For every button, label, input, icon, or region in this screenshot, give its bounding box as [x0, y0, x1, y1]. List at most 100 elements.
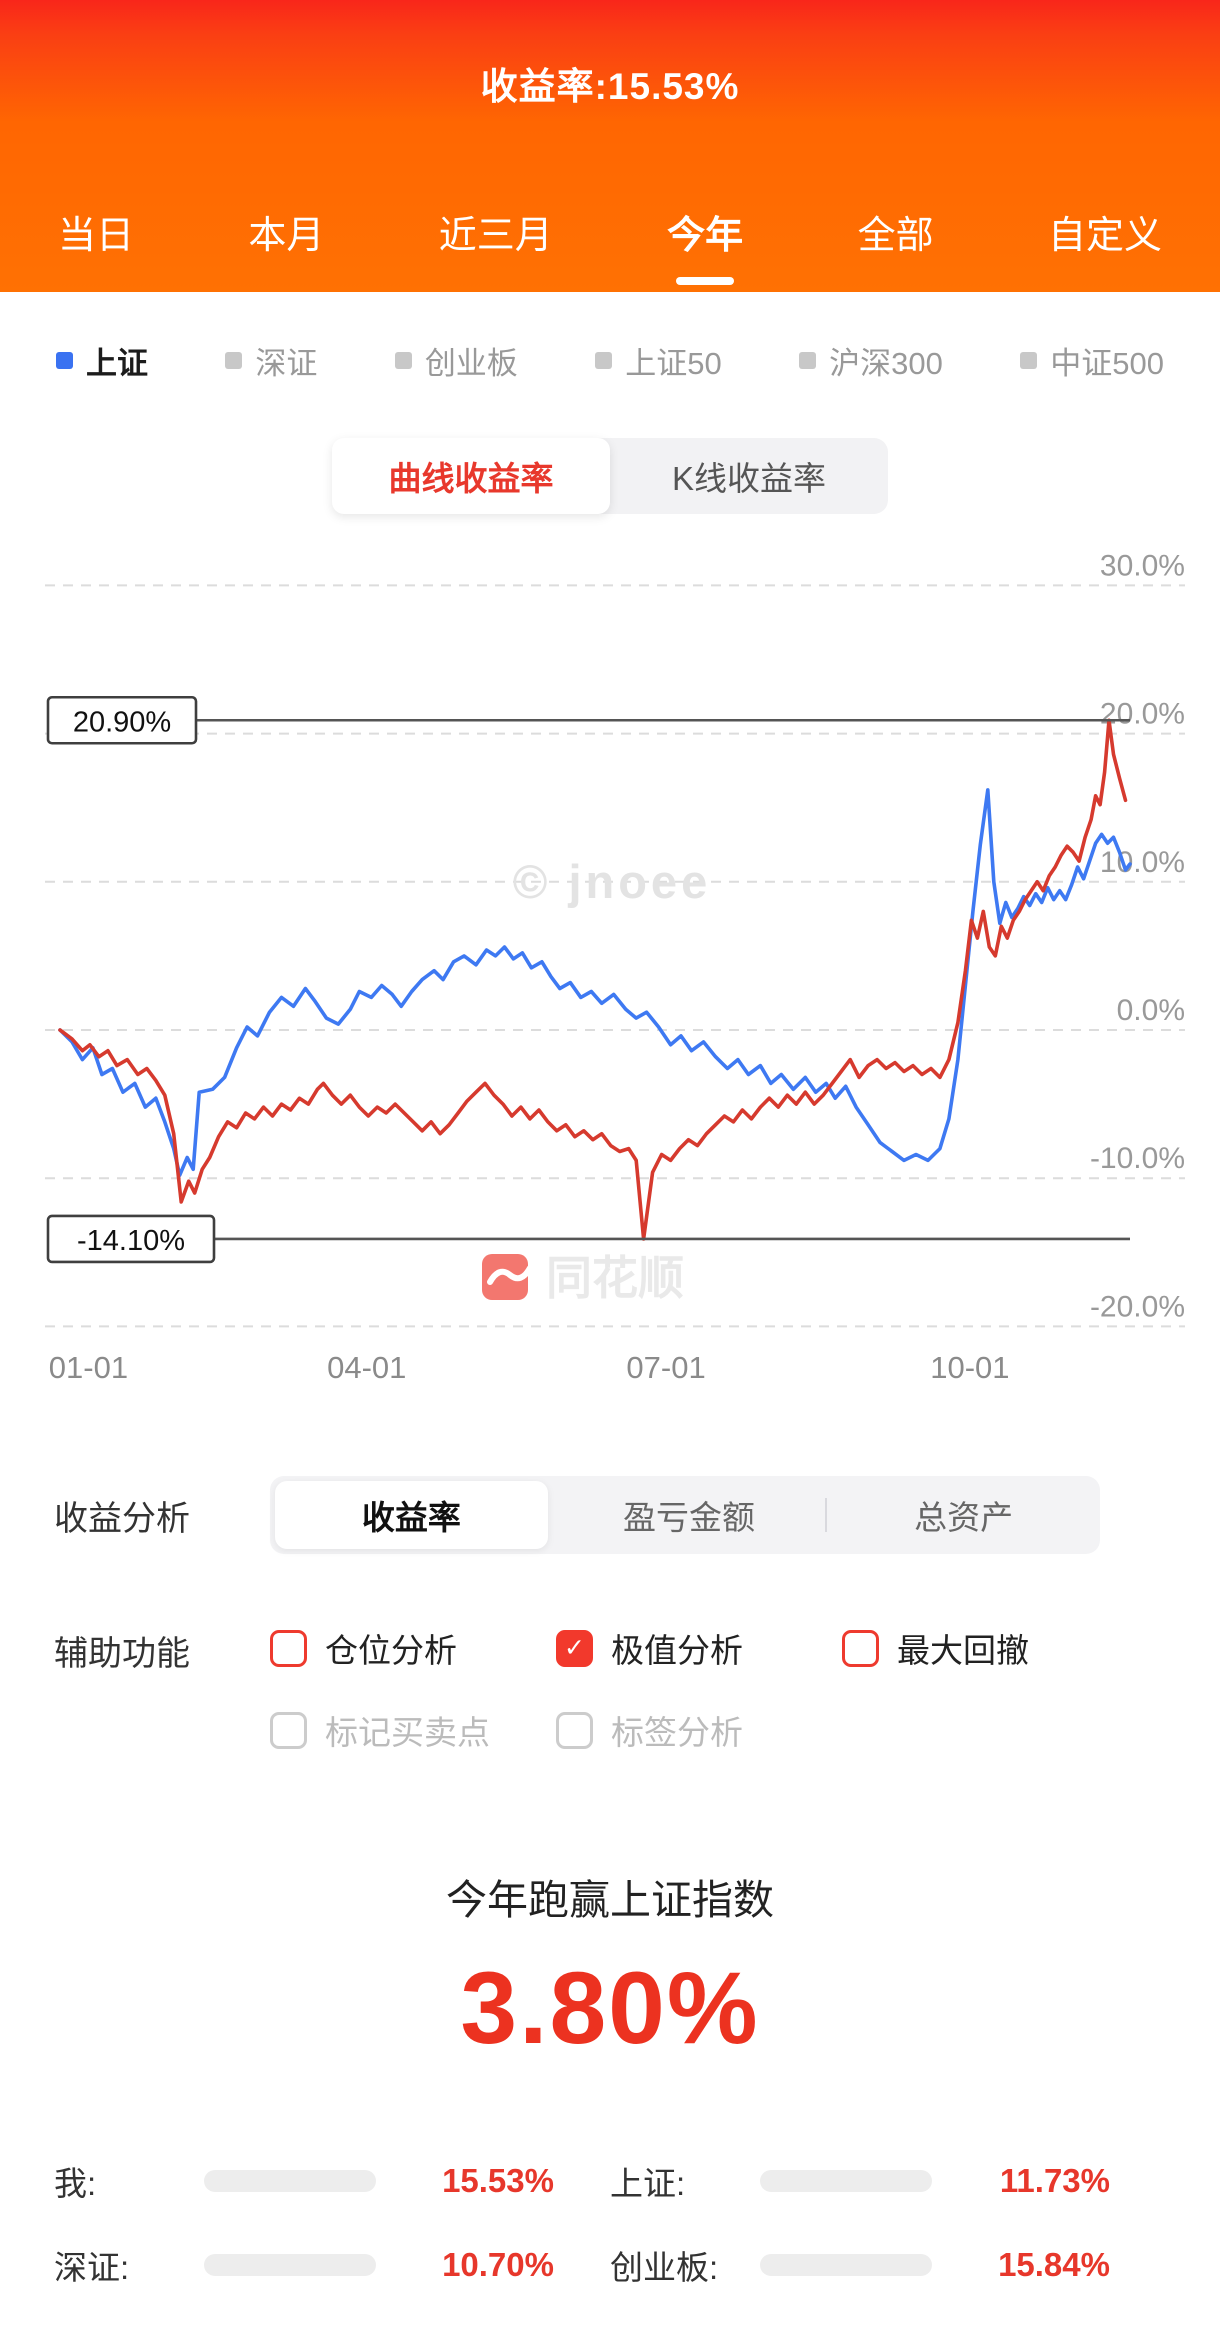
- checkbox-label: 极值分析: [611, 1632, 743, 1669]
- x-tick-label: 04-01: [327, 1350, 406, 1385]
- series-line-上证指数: [58, 788, 1132, 1178]
- chart-type-toggle: 曲线收益率 K线收益率: [332, 438, 888, 514]
- min-annotation-label: -14.10%: [77, 1225, 185, 1257]
- legend-label: 上证50: [625, 345, 722, 381]
- stat-bar-track: [204, 2254, 376, 2276]
- tab-all[interactable]: 全部: [857, 215, 934, 257]
- stats-grid: 我: 15.53% 上证: 11.73% 深证: 10.70% 创业板: 15.…: [0, 2157, 1220, 2289]
- checkbox-label: 标签分析: [611, 1714, 743, 1751]
- toggle-kline-returns[interactable]: K线收益率: [671, 460, 826, 497]
- legend-label: 深证: [255, 345, 318, 381]
- legend-label: 中证500: [1050, 345, 1164, 381]
- y-tick-label: -20.0%: [1090, 1290, 1185, 1323]
- checkbox-disabled-icon: ✓: [556, 1711, 593, 1749]
- series-line-我的收益率: [58, 718, 1128, 1241]
- seg-return-rate[interactable]: 收益率: [275, 1481, 548, 1549]
- tab-this-year[interactable]: 今年: [667, 204, 743, 289]
- legend-label: 上证: [86, 345, 148, 381]
- checkbox-label: 仓位分析: [325, 1632, 457, 1669]
- checkbox-checked-icon: ✓: [556, 1629, 593, 1667]
- y-tick-label: 0.0%: [1117, 994, 1185, 1027]
- stat-shenzheng: 深证: 10.70%: [54, 2241, 610, 2289]
- seg-total-assets[interactable]: 总资产: [914, 1499, 1014, 1536]
- legend-swatch-gray: [1020, 351, 1038, 369]
- checkbox-position-analysis[interactable]: ✓ 仓位分析: [270, 1624, 556, 1672]
- legend-swatch-gray: [799, 351, 817, 369]
- legend-swatch-gray: [595, 351, 613, 369]
- seg-profit-loss-amount[interactable]: 盈亏金额: [623, 1499, 755, 1536]
- legend-label: 沪深300: [829, 345, 943, 381]
- stat-percent: 15.53%: [442, 2162, 554, 2199]
- outperform-value: 3.80%: [460, 1951, 760, 2065]
- checkbox-max-drawdown[interactable]: ✓ 最大回撤: [842, 1624, 1128, 1672]
- legend-item-shangzheng[interactable]: 上证: [56, 338, 148, 383]
- x-tick-label: 07-01: [626, 1350, 705, 1385]
- stat-chuangyeban: 创业板: 15.84%: [610, 2241, 1166, 2289]
- header: 收益率:15.53% 当日 本月 近三月 今年 全部 自定义: [0, 0, 1220, 292]
- analysis-seg-control: 收益率 盈亏金额 总资产: [270, 1476, 1100, 1554]
- legend-swatch-gray: [225, 351, 243, 369]
- max-annotation-label: 20.90%: [73, 706, 171, 738]
- stat-percent: 15.84%: [998, 2246, 1110, 2283]
- aux-section-label: 辅助功能: [54, 1635, 190, 1673]
- chart-type-toggle-wrap: 曲线收益率 K线收益率: [0, 438, 1220, 514]
- toggle-curve-returns[interactable]: 曲线收益率: [332, 438, 610, 514]
- legend-item-hushen300[interactable]: 沪深300: [799, 338, 943, 383]
- chart-area[interactable]: 30.0% 20.0% 10.0% 0.0% -10.0% -20.0% 01-01 04-0…: [0, 526, 1220, 1426]
- tab-today[interactable]: 当日: [58, 215, 135, 257]
- stat-bar-track: [760, 2170, 932, 2192]
- stat-bar-track: [204, 2170, 376, 2192]
- checkbox-icon: ✓: [270, 1629, 307, 1667]
- outperform-caption: 今年跑赢上证指数: [446, 1877, 774, 1923]
- tab-three-months[interactable]: 近三月: [438, 215, 553, 257]
- min-annotation-box: [46, 1214, 216, 1264]
- index-legend: 上证 深证 创业板 上证50 沪深300 中证500: [0, 338, 1220, 382]
- tab-this-month[interactable]: 本月: [248, 215, 325, 257]
- legend-item-chuangyeban[interactable]: 创业板: [394, 338, 518, 383]
- stat-me: 我: 15.53%: [54, 2157, 610, 2205]
- max-annotation-box: [46, 695, 198, 745]
- watermark-tonghuashun: 同花顺: [546, 1252, 684, 1304]
- y-tick-label: 20.0%: [1100, 698, 1185, 731]
- x-tick-label: 10-01: [930, 1350, 1009, 1385]
- legend-label: 创业板: [424, 345, 518, 381]
- checkbox-mark-buy-sell-points[interactable]: ✓ 标记买卖点: [270, 1706, 556, 1754]
- legend-swatch-blue: [56, 351, 73, 369]
- stat-bar-track: [760, 2254, 932, 2276]
- y-tick-label: 10.0%: [1100, 846, 1185, 879]
- seg-divider: [825, 1498, 828, 1532]
- aux-row-1: ✓ 仓位分析 ✓ 极值分析 ✓ 最大回撤: [270, 1624, 1128, 1672]
- stat-label: 我:: [54, 2165, 97, 2202]
- tonghuashun-logo-wave: [487, 1265, 533, 1285]
- stat-label: 创业板:: [610, 2249, 719, 2286]
- period-tabs: 当日 本月 近三月 今年 全部 自定义: [0, 204, 1220, 289]
- page-title: 收益率:15.53%: [480, 66, 740, 107]
- aux-row-2: ✓ 标记买卖点 ✓ 标签分析: [270, 1706, 1128, 1754]
- analysis-section-label: 收益分析: [54, 1499, 190, 1538]
- legend-swatch-gray: [394, 351, 412, 369]
- legend-item-shangzheng50[interactable]: 上证50: [595, 338, 722, 383]
- stat-shangzheng: 上证: 11.73%: [610, 2157, 1166, 2205]
- stat-percent: 11.73%: [999, 2162, 1110, 2199]
- stat-label: 深证:: [54, 2249, 130, 2286]
- tonghuashun-logo-icon: [482, 1254, 528, 1300]
- tab-custom[interactable]: 自定义: [1047, 215, 1162, 257]
- aux-section: 辅助功能 ✓ 仓位分析 ✓ 极值分析 ✓ 最大回撤 ✓ 标记买卖点 ✓ 标签分: [0, 1624, 1220, 1754]
- legend-item-shenzheng[interactable]: 深证: [225, 338, 317, 383]
- checkbox-disabled-icon: ✓: [270, 1711, 307, 1749]
- returns-line-chart[interactable]: 30.0% 20.0% 10.0% 0.0% -10.0% -20.0% 01-01 04-0…: [0, 526, 1220, 1426]
- aux-grid: ✓ 仓位分析 ✓ 极值分析 ✓ 最大回撤 ✓ 标记买卖点 ✓ 标签分析: [270, 1624, 1128, 1754]
- checkbox-label: 标记买卖点: [325, 1714, 490, 1751]
- stat-percent: 10.70%: [442, 2246, 554, 2283]
- x-tick-label: 01-01: [49, 1350, 128, 1385]
- checkbox-tag-analysis[interactable]: ✓ 标签分析: [556, 1706, 842, 1754]
- analysis-row: 收益分析 收益率 盈亏金额 总资产: [0, 1476, 1220, 1554]
- y-tick-label: 30.0%: [1100, 549, 1185, 582]
- checkbox-label: 最大回撤: [897, 1632, 1029, 1669]
- watermark-jnoee: © jnoee: [513, 855, 711, 908]
- checkbox-extreme-value-analysis[interactable]: ✓ 极值分析: [556, 1624, 842, 1672]
- checkbox-icon: ✓: [842, 1629, 879, 1667]
- legend-item-zhongzheng500[interactable]: 中证500: [1020, 338, 1164, 383]
- y-tick-label: -10.0%: [1090, 1142, 1185, 1175]
- stat-label: 上证:: [610, 2165, 686, 2202]
